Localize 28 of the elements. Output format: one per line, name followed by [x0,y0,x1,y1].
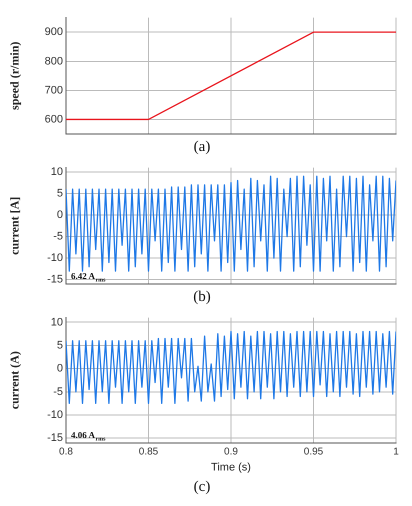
x-axis-title: Time (s) [211,461,251,474]
y-tick-label: 10 [50,166,63,178]
y-tick-label: 600 [44,113,63,126]
x-tick-label: 0.8 [59,446,74,458]
text: (b) [193,288,211,305]
y-tick-label: 800 [44,55,63,68]
text: (c) [194,478,210,495]
y-tick-label: 5 [56,188,63,200]
x-tick-label: 0.95 [304,446,324,458]
x-tick-label: 0.85 [138,446,159,458]
y-tick-label: 900 [44,26,63,38]
y-axis-title: speed (r/min) [7,42,22,110]
y-tick-label: 0 [56,362,63,375]
y-tick-label: -15 [47,432,63,444]
text: (a) [194,138,210,155]
y-tick-label: 0 [56,209,63,222]
y-tick-label: 10 [50,316,63,328]
y-tick-label: -5 [53,230,63,243]
y-tick-label: -5 [53,386,63,398]
y-axis-title: current (A) [7,351,22,410]
y-tick-label: 5 [56,339,63,352]
x-tick-label: 1 [393,446,400,458]
y-tick-label: -10 [47,409,63,422]
x-tick-label: 0.9 [224,446,238,458]
y-axis-title: current [A] [7,196,22,255]
y-tick-label: 700 [44,84,63,96]
y-tick-label: -10 [47,252,63,264]
y-tick-label: -15 [47,274,63,286]
